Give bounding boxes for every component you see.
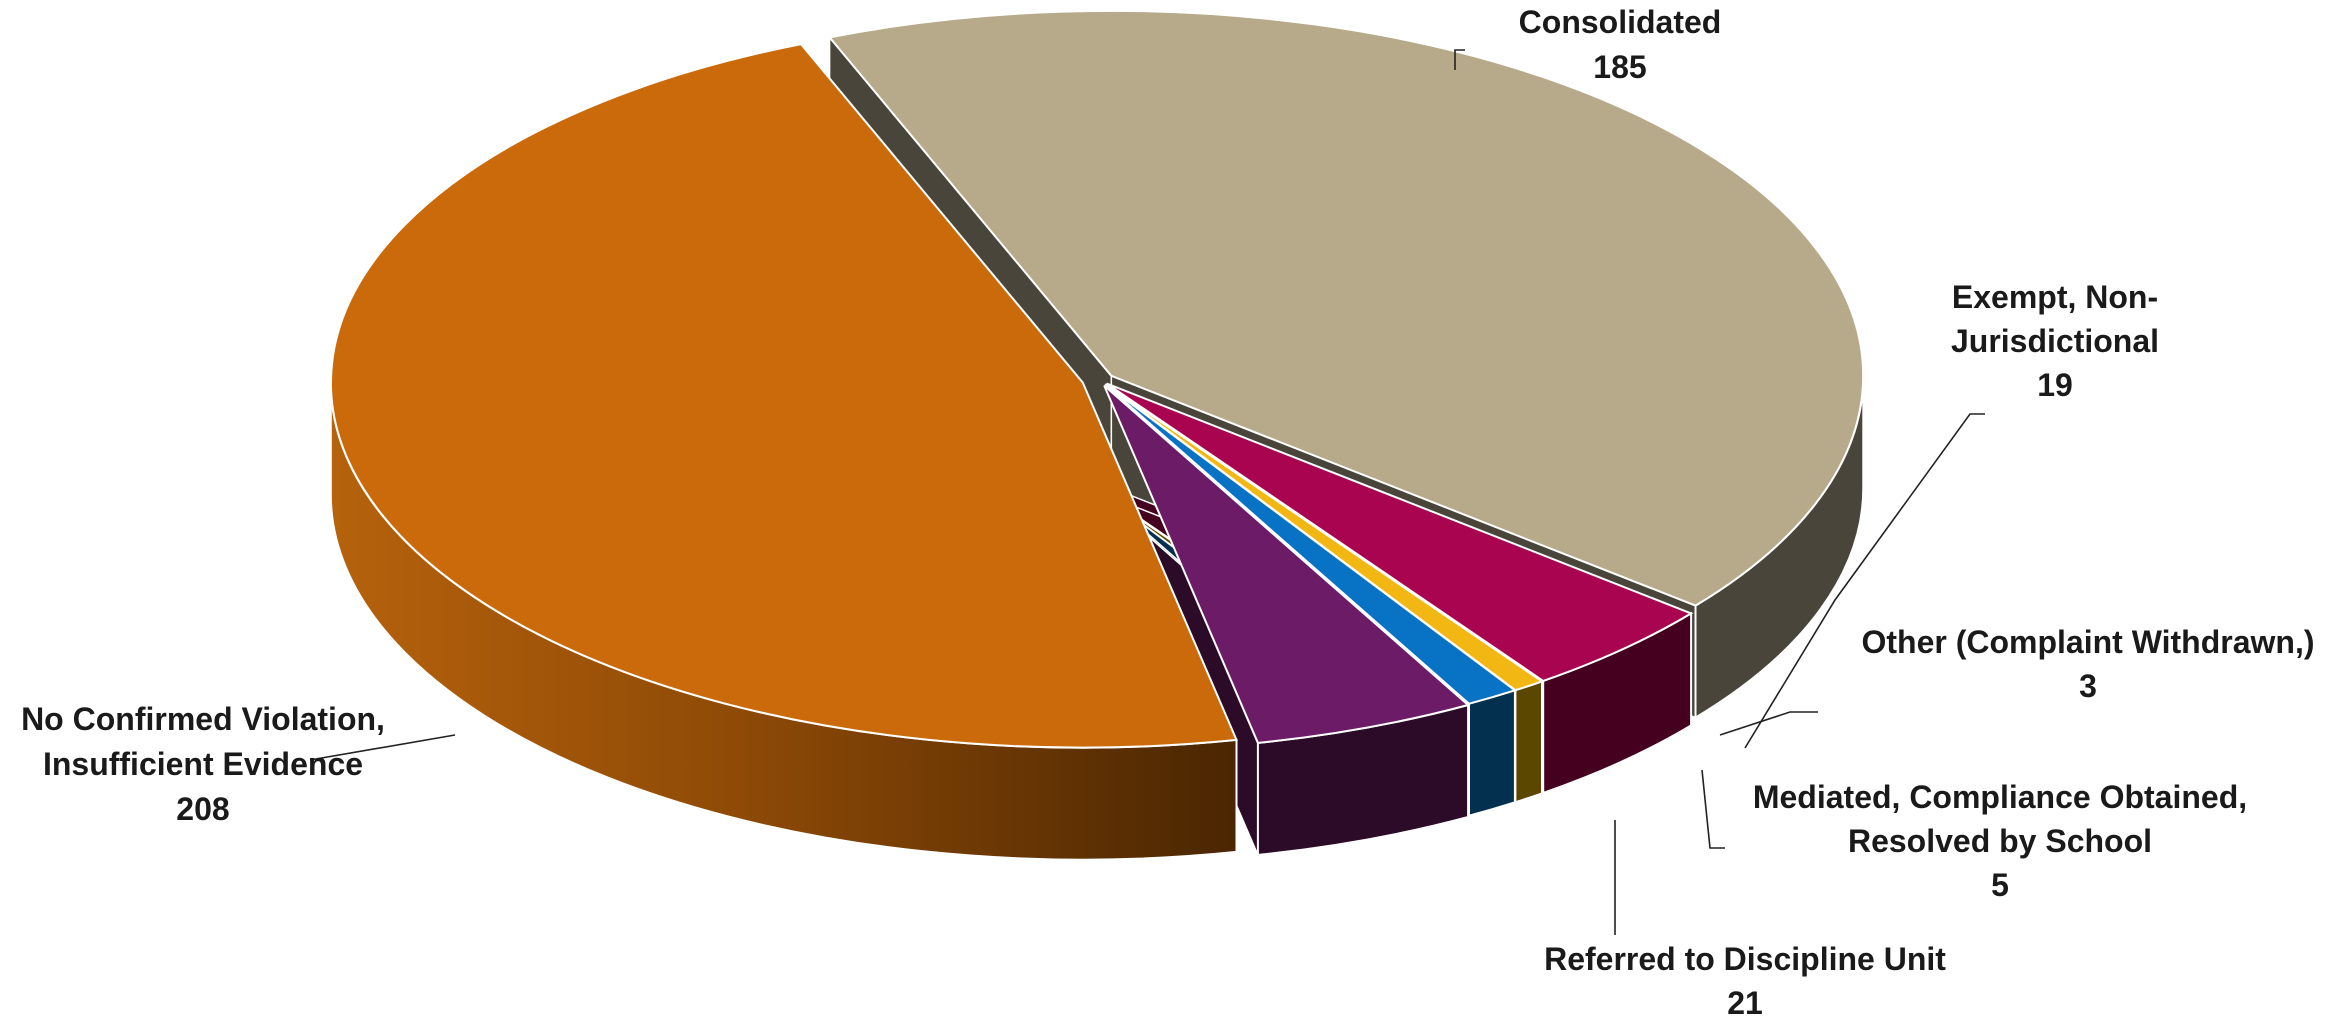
- label-no-violation-name-line2: Insufficient Evidence: [43, 746, 363, 782]
- label-referred-name: Referred to Discipline Unit: [1544, 941, 1946, 977]
- label-mediated-name-line2: Resolved by School: [1848, 823, 2152, 859]
- data-labels: Consolidated 185 Exempt, Non- Jurisdicti…: [21, 4, 2314, 1018]
- pie-tops: [330, 9, 1865, 749]
- label-other-value: 3: [2079, 668, 2097, 704]
- leader-line-2: [1719, 711, 1818, 736]
- slice-side-3: [1468, 688, 1516, 818]
- leader-line-5: [309, 734, 456, 761]
- label-mediated-value: 5: [1991, 867, 2009, 903]
- slice-mediated-compliance-obtained-resolved-by-school: [1104, 383, 1518, 705]
- label-consolidated-value: 185: [1593, 49, 1646, 85]
- label-exempt-name-line2: Jurisdictional: [1951, 323, 2159, 359]
- slice-no-confirmed-violation-insufficient-evidence: [330, 43, 1238, 749]
- leader-lines: [309, 49, 1985, 935]
- label-exempt-name-line1: Exempt, Non-: [1952, 279, 2158, 315]
- label-no-violation-name-line1: No Confirmed Violation,: [21, 701, 385, 737]
- label-no-violation-value: 208: [176, 791, 229, 827]
- label-consolidated-name: Consolidated: [1519, 4, 1722, 40]
- label-exempt-value: 19: [2037, 367, 2073, 403]
- leader-line-1: [1744, 413, 1985, 749]
- slice-consolidated: [827, 9, 1865, 607]
- label-referred-value: 21: [1727, 985, 1763, 1018]
- slice-side-2: [1514, 679, 1543, 804]
- label-mediated-name-line1: Mediated, Compliance Obtained,: [1753, 779, 2247, 815]
- slice-referred-to-discipline-unit: [1103, 384, 1471, 744]
- leader-line-3: [1701, 769, 1725, 849]
- leader-line-0: [1454, 49, 1465, 70]
- label-other-name: Other (Complaint Withdrawn,): [1861, 624, 2314, 660]
- slice-exempt-non-jurisdictional: [1106, 382, 1694, 683]
